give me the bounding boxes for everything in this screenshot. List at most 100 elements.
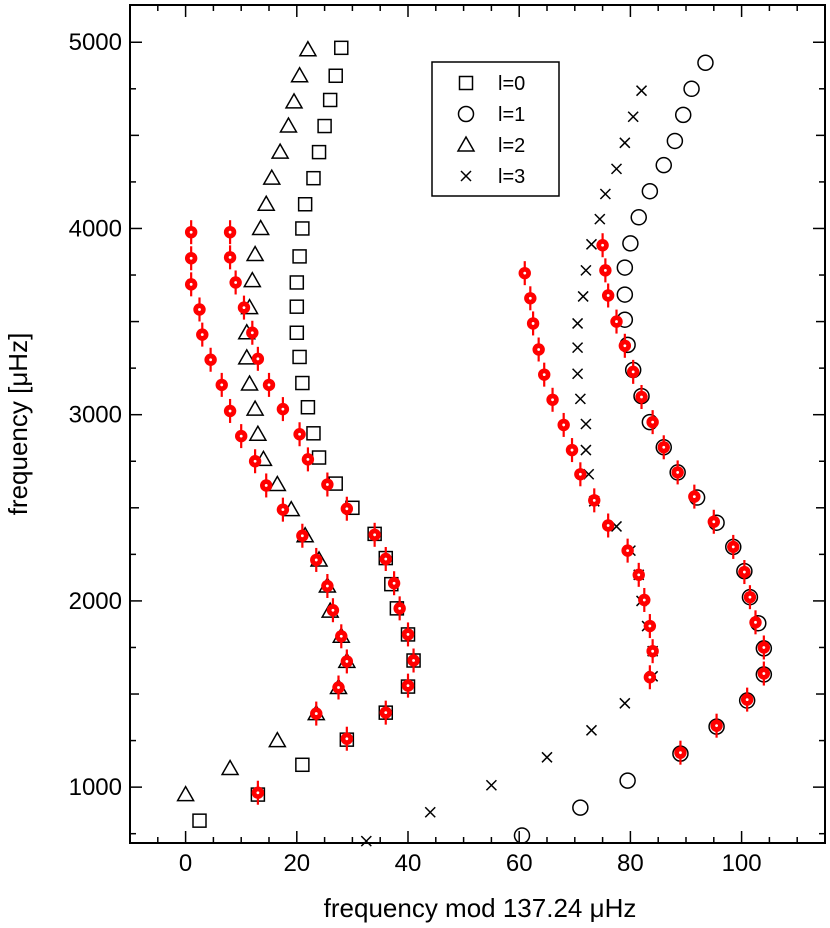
square-point bbox=[297, 197, 313, 212]
observed-dot-center bbox=[537, 348, 541, 351]
observed-point bbox=[276, 397, 290, 422]
observed-dot-center bbox=[412, 659, 415, 662]
observed-point bbox=[596, 233, 609, 258]
square-point bbox=[289, 275, 305, 290]
cross-point bbox=[580, 418, 592, 430]
triangle-point bbox=[220, 758, 240, 776]
observed-dot-center bbox=[531, 322, 535, 325]
observed-point bbox=[237, 295, 251, 320]
square-point bbox=[292, 349, 307, 365]
observed-point bbox=[618, 333, 632, 358]
observed-point bbox=[223, 245, 237, 270]
square-point bbox=[295, 757, 310, 773]
y-tick-label: 4000 bbox=[69, 215, 122, 242]
observed-dot-center bbox=[406, 633, 410, 636]
observed-dot-center bbox=[692, 495, 696, 499]
observed-dot-center bbox=[281, 508, 285, 512]
cross-point bbox=[635, 85, 648, 97]
x-tick-label: 40 bbox=[395, 850, 422, 877]
observed-point bbox=[310, 701, 323, 726]
triangle-point bbox=[251, 218, 270, 236]
x-tick-label: 100 bbox=[722, 850, 762, 877]
observed-point bbox=[335, 624, 348, 649]
observed-point bbox=[526, 311, 540, 336]
observed-point bbox=[193, 297, 206, 322]
observed-dot-center bbox=[592, 498, 596, 502]
observed-dot-center bbox=[626, 549, 630, 553]
observed-dot-center bbox=[742, 570, 746, 574]
triangle-point bbox=[270, 142, 290, 159]
observed-point bbox=[635, 384, 648, 409]
observed-point bbox=[727, 534, 740, 559]
circle-point bbox=[674, 106, 692, 124]
observed-dot-center bbox=[314, 712, 318, 715]
cross-point bbox=[541, 751, 553, 763]
observed-point bbox=[296, 523, 309, 548]
observed-dot-center bbox=[384, 557, 388, 561]
observed-point bbox=[262, 372, 276, 397]
observed-dot-center bbox=[314, 558, 318, 562]
observed-dot-center bbox=[298, 432, 301, 436]
observed-point bbox=[401, 673, 415, 698]
triangle-point bbox=[245, 245, 265, 262]
legend-circle-icon bbox=[457, 105, 475, 123]
circle-point bbox=[619, 772, 636, 789]
triangle-point bbox=[176, 785, 195, 802]
observed-dot-center bbox=[300, 534, 304, 538]
observed-dot-center bbox=[228, 230, 232, 234]
square-point bbox=[328, 68, 343, 84]
circle-point bbox=[616, 286, 634, 303]
observed-point bbox=[557, 412, 570, 437]
observed-point bbox=[321, 472, 334, 497]
triangle-point bbox=[298, 40, 318, 57]
observed-dot-center bbox=[345, 507, 349, 511]
observed-dot-center bbox=[384, 711, 388, 715]
observed-point bbox=[223, 220, 237, 245]
legend: l=0 l=1 l=2 l=3 bbox=[431, 61, 560, 197]
square-point bbox=[295, 375, 310, 391]
observed-point bbox=[532, 337, 545, 362]
observed-dot-center bbox=[578, 472, 582, 476]
observed-dot-center bbox=[345, 660, 349, 663]
cross-point bbox=[610, 163, 623, 175]
observed-point bbox=[599, 258, 612, 283]
observed-dot-center bbox=[542, 373, 546, 377]
observed-dot-center bbox=[250, 331, 254, 335]
x-tick-label: 80 bbox=[617, 850, 644, 877]
triangle-point bbox=[237, 348, 257, 365]
square-point bbox=[300, 399, 316, 415]
legend-label: l=3 bbox=[498, 166, 525, 188]
legend-cross-icon bbox=[460, 170, 472, 182]
circle-point bbox=[641, 182, 659, 200]
observed-dot-center bbox=[392, 581, 396, 585]
data-markers bbox=[176, 40, 773, 847]
square-point bbox=[334, 40, 349, 56]
observed-point bbox=[204, 347, 217, 372]
observed-dot-center bbox=[762, 646, 766, 649]
observed-point bbox=[340, 496, 354, 521]
observed-dot-center bbox=[640, 395, 643, 399]
y-axis: 1000 2000 3000 4000 5000 bbox=[69, 29, 825, 835]
circle-point bbox=[622, 235, 639, 252]
observed-dot-center bbox=[339, 634, 343, 638]
triangle-point bbox=[279, 116, 298, 133]
observed-dot-center bbox=[242, 306, 246, 310]
x-tick-label: 0 bbox=[179, 850, 192, 877]
observed-point bbox=[321, 574, 334, 599]
observed-point bbox=[657, 435, 670, 460]
triangle-point bbox=[256, 194, 276, 212]
observed-point bbox=[524, 286, 537, 311]
observed-dot-center bbox=[373, 533, 377, 537]
cross-point bbox=[599, 188, 611, 200]
cross-point bbox=[360, 835, 372, 847]
observed-dot-center bbox=[234, 281, 238, 284]
observed-point bbox=[246, 320, 259, 345]
series-red-dot-errorbar bbox=[184, 220, 771, 805]
observed-dot-center bbox=[676, 471, 680, 474]
observed-point bbox=[565, 438, 579, 463]
observed-point bbox=[738, 560, 751, 585]
square-point bbox=[306, 170, 321, 186]
observed-point bbox=[332, 675, 345, 700]
observed-dot-center bbox=[642, 598, 646, 602]
